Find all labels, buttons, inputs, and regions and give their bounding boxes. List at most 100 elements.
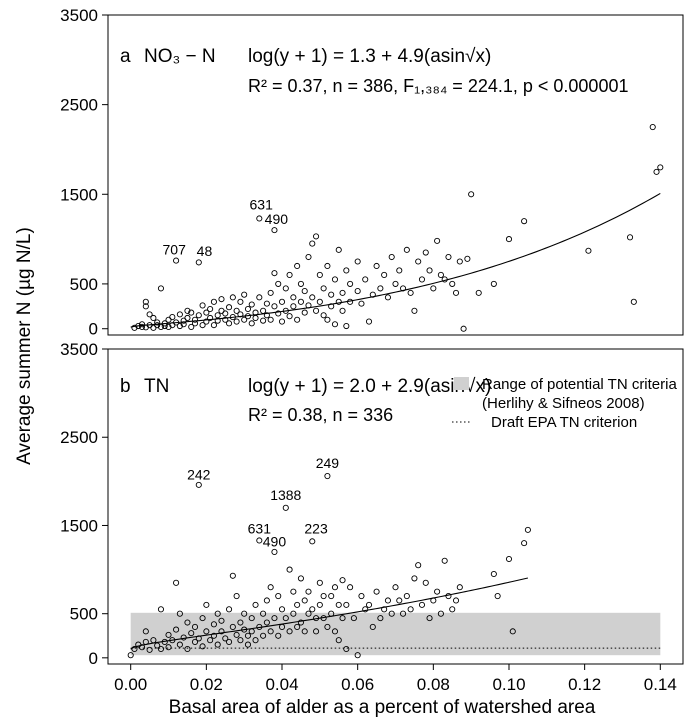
data-point (653, 168, 660, 175)
data-point (301, 628, 308, 635)
point-annotation: 223 (304, 520, 328, 536)
data-point (241, 610, 248, 617)
data-point (335, 246, 342, 253)
data-point (188, 323, 195, 330)
data-point (146, 646, 153, 653)
data-point (347, 280, 354, 287)
data-point (233, 593, 240, 600)
data-point (434, 237, 441, 244)
data-point (267, 316, 274, 323)
data-point (282, 504, 289, 511)
data-point (191, 638, 199, 645)
data-point (173, 626, 180, 633)
data-point (278, 606, 286, 613)
data-point (339, 289, 346, 296)
data-point (400, 610, 407, 617)
data-point (422, 249, 429, 256)
data-point (184, 645, 191, 653)
data-point (331, 276, 339, 283)
data-point (411, 307, 418, 314)
data-point (237, 298, 244, 305)
data-point (142, 303, 149, 310)
data-point (407, 289, 414, 296)
data-point (309, 294, 316, 301)
x-tick-label: 0.14 (644, 675, 677, 694)
data-point (521, 218, 528, 225)
data-point (290, 610, 297, 617)
y-tick-label: 0 (89, 649, 98, 668)
data-point (411, 575, 418, 582)
data-point (282, 285, 289, 292)
data-point (218, 628, 225, 635)
data-point (626, 234, 634, 241)
data-point (275, 632, 282, 639)
data-point (309, 606, 316, 613)
fit-curve-a (130, 192, 661, 328)
data-point (263, 312, 270, 319)
y-tick-label: 2500 (60, 428, 98, 447)
data-point (324, 316, 331, 323)
data-point (260, 610, 267, 617)
data-point (282, 615, 289, 622)
data-point (343, 322, 350, 330)
data-point (191, 623, 199, 630)
data-point (297, 619, 304, 626)
y-tick-label: 1500 (60, 516, 98, 535)
panel-letter-b: b (120, 376, 131, 397)
data-point (131, 324, 138, 331)
data-point (494, 593, 501, 600)
y-tick-label: 500 (70, 275, 98, 294)
data-point (248, 320, 255, 327)
y-tick-label: 0 (89, 320, 98, 339)
data-point (207, 305, 214, 313)
data-point (203, 601, 210, 608)
point-annotation: 490 (263, 534, 287, 550)
data-point (203, 628, 210, 635)
data-point (199, 302, 206, 309)
data-point (343, 645, 350, 653)
y-ticks-b: 0 500 1500 2500 3500 (60, 340, 108, 668)
data-point (278, 318, 286, 325)
data-point (210, 322, 217, 329)
data-point (207, 314, 214, 322)
data-point (210, 298, 217, 305)
point-annotation: 249 (316, 455, 340, 471)
y-tick-label: 3500 (60, 6, 98, 25)
data-point (294, 262, 301, 270)
points-a (131, 123, 664, 332)
data-point (449, 606, 456, 613)
data-point (365, 601, 373, 608)
data-point (165, 316, 172, 323)
data-point (184, 314, 191, 322)
y-tick-label: 500 (70, 605, 98, 624)
data-point (297, 298, 304, 305)
data-point (188, 309, 195, 316)
data-point (157, 645, 165, 653)
data-point (244, 305, 252, 313)
data-point (150, 314, 157, 322)
data-point (226, 320, 233, 327)
data-point (226, 304, 233, 311)
legend: Range of potential TN criteria (Herlihy … (452, 376, 677, 431)
data-point (267, 289, 274, 296)
data-point (248, 615, 255, 622)
data-point (415, 258, 422, 265)
data-point (214, 312, 221, 319)
data-point (316, 601, 323, 608)
data-point (324, 262, 331, 270)
data-point (362, 606, 369, 613)
data-point (313, 307, 320, 314)
data-point (392, 584, 399, 591)
plot-frame-b (107, 348, 684, 665)
data-point (384, 294, 391, 301)
data-point (388, 253, 395, 261)
data-point (286, 271, 293, 278)
data-point (422, 579, 429, 586)
data-point (214, 641, 221, 648)
x-tick-label: 0.02 (190, 675, 223, 694)
data-point (362, 276, 369, 283)
data-point (377, 615, 384, 622)
data-point (244, 632, 252, 639)
